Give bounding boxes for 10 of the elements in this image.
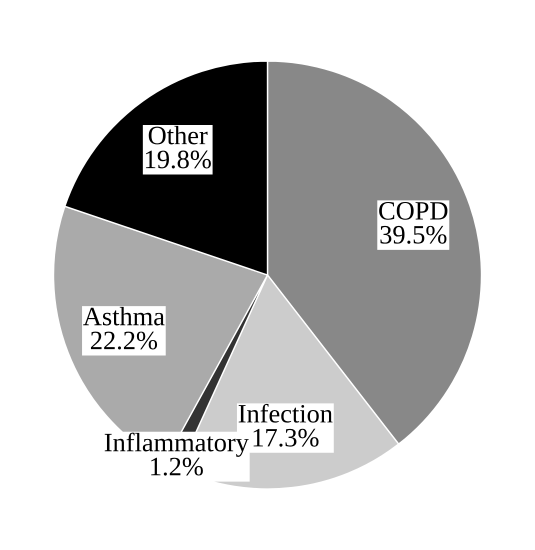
data-label: 39.5%: [380, 226, 446, 244]
data-label: 19.8%: [146, 150, 211, 168]
data-label: 17.3%: [254, 428, 319, 447]
data-label: 22.2%: [90, 332, 158, 350]
slice-label: Inflammatory: [104, 432, 249, 457]
slice-label: COPD: [379, 202, 448, 220]
data-label: 1.2%: [151, 458, 203, 476]
slice-label: Other: [148, 126, 208, 144]
slice-label: Infection: [238, 404, 333, 423]
slice-label: Asthma: [83, 306, 165, 326]
